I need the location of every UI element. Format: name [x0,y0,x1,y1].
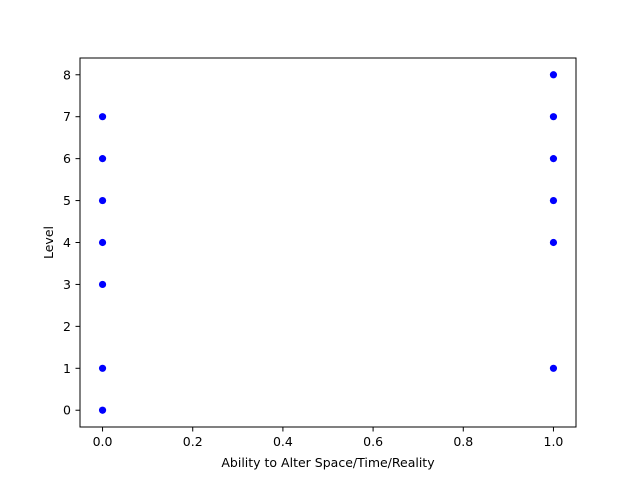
data-point [98,406,107,414]
y-axis-label: Level [41,226,56,259]
data-point [98,113,107,121]
data-point [98,280,107,289]
data-point [98,364,107,372]
data-point [549,113,558,121]
y-axis-ticks: 0 1 2 3 4 5 6 7 8 [63,67,80,418]
data-point [98,238,107,247]
data-point [549,238,558,247]
data-point [549,71,558,79]
data-point [98,196,107,205]
x-tick-label: 1.0 [544,434,564,449]
data-point [98,155,107,163]
y-tick-label: 2 [63,319,71,334]
y-tick-label: 3 [63,277,71,292]
x-tick-label: 0.8 [453,434,473,449]
x-axis-label: Ability to Alter Space/Time/Reality [221,455,435,470]
y-tick-label: 8 [63,67,71,82]
data-point [549,196,558,205]
y-tick-label: 4 [63,235,71,250]
x-tick-label: 0.6 [363,434,383,449]
data-point [549,364,558,372]
y-tick-label: 5 [63,193,71,208]
data-point [549,155,558,163]
y-tick-label: 1 [63,361,71,376]
y-tick-label: 0 [63,403,71,418]
x-tick-label: 0.0 [93,434,113,449]
data-points [98,71,558,414]
y-tick-label: 6 [63,151,71,166]
y-tick-label: 7 [63,109,71,124]
x-tick-label: 0.4 [273,434,293,449]
x-tick-label: 0.2 [183,434,203,449]
x-axis-ticks: 0.0 0.2 0.4 0.6 0.8 1.0 [93,427,564,449]
